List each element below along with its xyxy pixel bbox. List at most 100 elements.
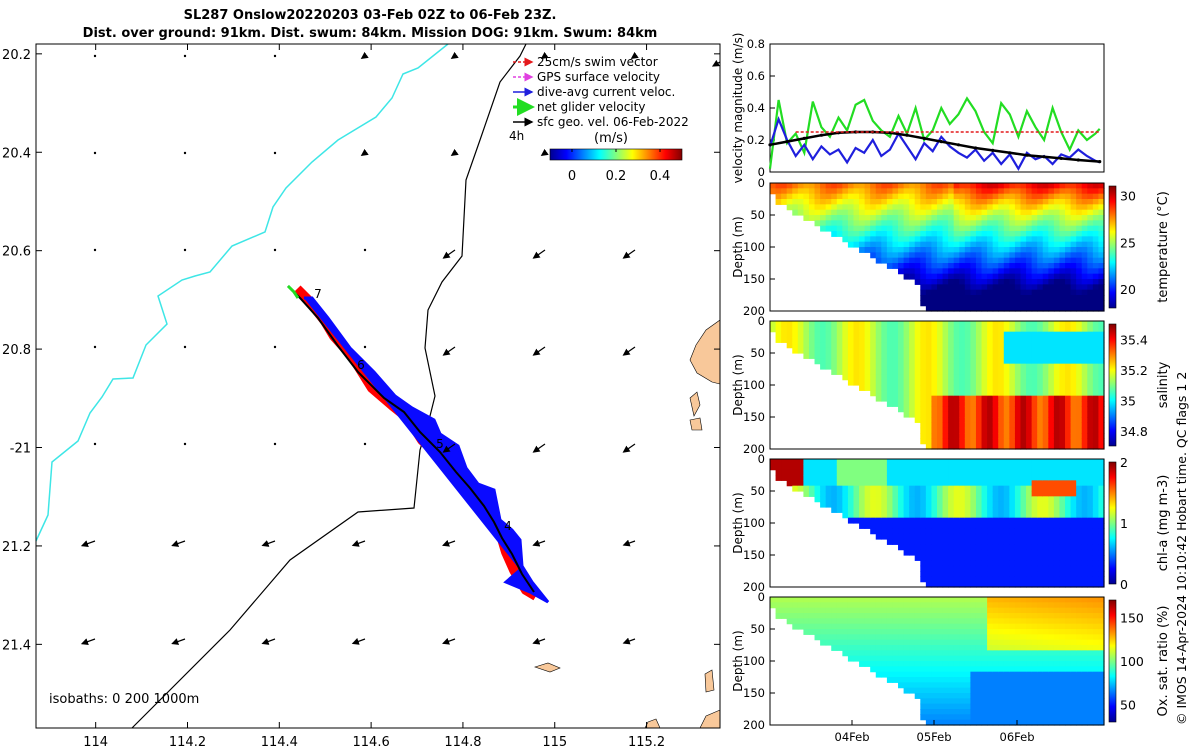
heatmap-cell — [1081, 326, 1088, 333]
heatmap-cell — [931, 406, 938, 413]
heatmap-cell — [853, 464, 860, 471]
heatmap-cell — [1070, 565, 1077, 572]
heatmap-cell — [1014, 183, 1022, 189]
heatmap-cell — [931, 634, 938, 641]
heatmap-cell — [836, 215, 843, 221]
heatmap-cell — [1065, 533, 1072, 540]
heatmap-cell — [875, 353, 882, 359]
heatmap-cell — [1037, 252, 1044, 259]
heatmap-cell — [1037, 682, 1044, 689]
section-colorbar-tick-label: 35 — [1120, 393, 1136, 408]
heatmap-cell — [1014, 565, 1022, 572]
heatmap-cell — [1026, 693, 1033, 699]
heatmap-cell — [1037, 650, 1044, 657]
heatmap-cell — [1020, 480, 1027, 487]
heatmap-cell — [998, 385, 1005, 391]
heatmap-cell — [1014, 252, 1022, 259]
heatmap-cell — [1065, 528, 1072, 535]
heatmap-cell — [981, 571, 988, 577]
heatmap-cell — [981, 645, 988, 651]
heatmap-cell — [847, 215, 855, 221]
heatmap-cell — [853, 353, 860, 359]
heatmap-cell — [881, 469, 888, 476]
heatmap-cell — [981, 231, 988, 237]
heatmap-cell — [937, 666, 944, 673]
heatmap-cell — [892, 475, 899, 481]
heatmap-cell — [825, 597, 832, 603]
heatmap-cell — [920, 300, 927, 307]
heatmap-cell — [1031, 496, 1038, 503]
heatmap-cell — [1003, 512, 1010, 519]
heatmap-cell — [825, 193, 832, 200]
heatmap-cell — [937, 639, 944, 646]
heatmap-cell — [964, 411, 971, 418]
heatmap-cell — [836, 639, 843, 646]
heatmap-cell — [1042, 268, 1049, 275]
heatmap-cell — [953, 618, 960, 625]
heatmap-cell — [914, 655, 921, 662]
heatmap-cell — [775, 469, 782, 476]
heatmap-cell — [937, 623, 944, 630]
heatmap-cell — [914, 549, 921, 556]
heatmap-cell — [859, 634, 866, 641]
heatmap-cell — [898, 523, 905, 529]
heatmap-cell — [1037, 533, 1044, 540]
heatmap-cell — [1059, 417, 1066, 423]
heatmap-cell — [914, 507, 921, 513]
heatmap-cell — [1031, 363, 1038, 370]
heatmap-cell — [942, 459, 949, 465]
heatmap-cell — [975, 263, 983, 269]
heatmap-cell — [1081, 581, 1088, 588]
heatmap-cell — [970, 337, 977, 343]
heatmap-cell — [1053, 682, 1061, 689]
heatmap-cell — [975, 491, 983, 497]
heatmap-cell — [964, 671, 971, 678]
heatmap-cell — [937, 401, 944, 407]
heatmap-cell — [964, 512, 971, 519]
heatmap-cell — [925, 193, 933, 200]
heatmap-cell — [981, 555, 988, 561]
heatmap-cell — [1087, 268, 1094, 275]
heatmap-cell — [875, 666, 882, 673]
heatmap-cell — [1081, 475, 1088, 481]
heatmap-cell — [937, 300, 944, 307]
heatmap-cell — [847, 485, 855, 492]
heatmap-cell — [987, 602, 994, 609]
heatmap-cell — [914, 374, 921, 381]
heatmap-cell — [998, 549, 1005, 556]
heatmap-cell — [1092, 279, 1100, 285]
heatmap-cell — [842, 204, 849, 211]
heatmap-cell — [1026, 687, 1033, 694]
section-colorbar-tick-label: 150 — [1120, 610, 1144, 625]
heatmap-cell — [992, 220, 999, 227]
heatmap-cell — [1048, 634, 1055, 641]
heatmap-cell — [786, 331, 793, 338]
heatmap-cell — [992, 193, 999, 200]
heatmap-cell — [920, 438, 927, 445]
heatmap-cell — [948, 443, 955, 450]
heatmap-cell — [998, 639, 1005, 646]
heatmap-cell — [781, 183, 788, 189]
heatmap-cell — [953, 491, 960, 497]
heatmap-cell — [1048, 241, 1055, 248]
heatmap-cell — [786, 607, 793, 614]
heatmap-cell — [892, 215, 899, 221]
heatmap-cell — [1031, 709, 1038, 715]
heatmap-cell — [1003, 634, 1010, 641]
heatmap-cell — [981, 427, 988, 434]
heatmap-cell — [825, 204, 832, 211]
heatmap-cell — [948, 666, 955, 673]
heatmap-cell — [942, 204, 949, 211]
heatmap-cell — [1053, 639, 1061, 646]
vector-arrow — [273, 151, 277, 155]
heatmap-cell — [1053, 512, 1061, 519]
heatmap-cell — [1048, 639, 1055, 646]
heatmap-cell — [964, 469, 971, 476]
heatmap-cell — [1092, 231, 1100, 237]
heatmap-cell — [931, 209, 938, 216]
velocity-series-line — [768, 115, 1101, 172]
heatmap-cell — [942, 193, 949, 200]
heatmap-cell — [886, 459, 894, 465]
heatmap-cell — [1087, 395, 1094, 402]
heatmap-cell — [1065, 555, 1072, 561]
